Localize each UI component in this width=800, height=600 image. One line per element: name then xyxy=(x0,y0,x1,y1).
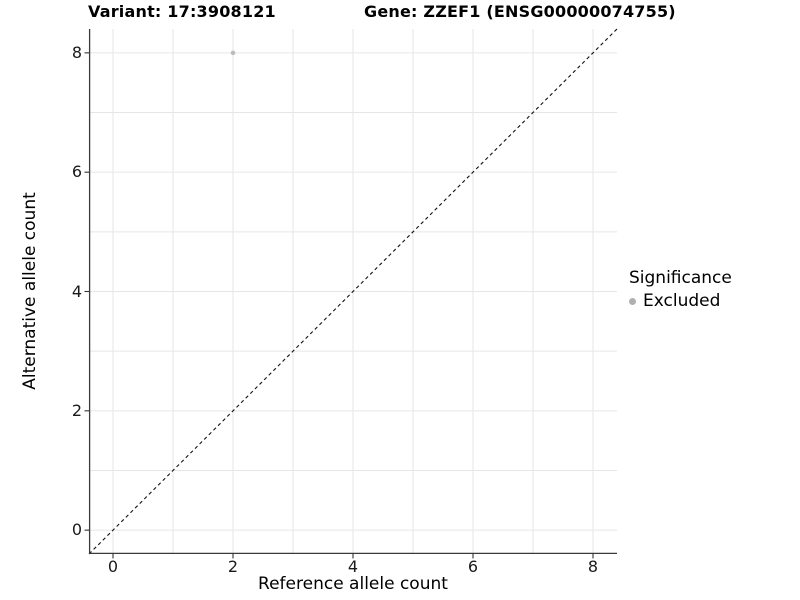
x-tick-label: 0 xyxy=(107,557,119,576)
legend: Significance Excluded xyxy=(629,268,732,311)
scatter-plot xyxy=(84,28,618,559)
legend-item: Excluded xyxy=(629,291,732,311)
x-tick-label: 6 xyxy=(467,557,479,576)
identity-line xyxy=(88,28,618,555)
legend-item-label: Excluded xyxy=(643,291,721,311)
x-tick-label: 2 xyxy=(227,557,239,576)
plot-title-variant: Variant: 17:3908121 xyxy=(88,2,276,21)
y-tick-label: 4 xyxy=(71,281,82,301)
y-tick-label: 6 xyxy=(71,162,82,182)
legend-items: Excluded xyxy=(629,291,732,311)
x-tick-label: 8 xyxy=(587,557,599,576)
legend-title: Significance xyxy=(629,268,732,288)
data-point xyxy=(230,50,236,56)
plot-panel: 0 2 4 6 8 0 2 4 6 8 xyxy=(72,28,618,576)
y-tick-label: 8 xyxy=(71,42,82,62)
y-axis-title: Alternative allele count xyxy=(20,192,40,390)
x-tick-label: 4 xyxy=(347,557,359,576)
y-tick-label: 0 xyxy=(71,520,82,540)
legend-point-icon xyxy=(629,297,636,305)
x-axis-title: Reference allele count xyxy=(258,574,448,594)
y-tick-label: 2 xyxy=(71,400,82,420)
plot-title-gene: Gene: ZZEF1 (ENSG00000074755) xyxy=(364,2,676,21)
